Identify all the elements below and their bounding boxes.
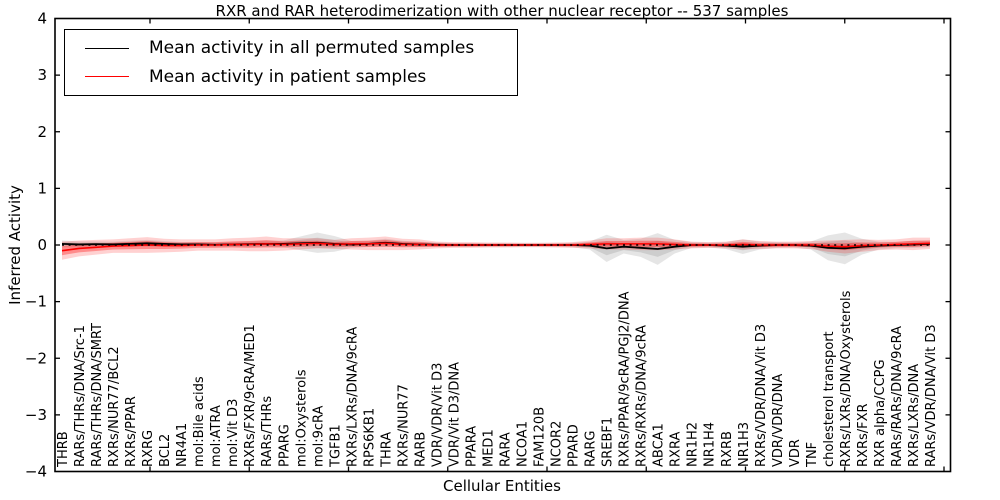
x-tick-label: NR1H3 [737, 422, 752, 467]
x-tick-label: RARs/THRs/DNA/SMRT [90, 323, 105, 467]
x-tick-label: NR1H2 [686, 422, 701, 467]
x-tick-label: cholesterol transport [822, 331, 837, 467]
x-tick-label: RXRs/NUR77 [396, 384, 411, 467]
x-tick-label: mol:Bile acids [192, 376, 207, 467]
x-tick-label: mol:ATRA [209, 405, 224, 467]
x-tick-label: RXR alpha/CCPG [873, 359, 888, 467]
y-tick-label: −1 [25, 293, 47, 311]
x-tick-label: THRA [379, 432, 394, 468]
x-tick-label: RXRs/LXRs/DNA/Oxysterols [839, 290, 854, 467]
x-tick-label: RXRs/NUR77/BCL2 [107, 346, 122, 467]
patient-mean-line [61, 242, 931, 252]
x-tick-label: RARG [584, 430, 599, 467]
y-tick-label: 1 [37, 179, 47, 197]
red-line-swatch-icon [85, 76, 129, 78]
x-tick-label: TGFB1 [328, 424, 343, 468]
mean-lines [61, 241, 931, 252]
y-tick-label: −2 [25, 349, 47, 367]
x-tick-label: RXRB [720, 431, 735, 467]
legend-label-permuted: Mean activity in all permuted samples [149, 38, 475, 59]
x-tick-label: RXRs/PPAR [124, 396, 139, 467]
legend-item-patient: Mean activity in patient samples [65, 67, 517, 87]
y-tick-label: 2 [37, 123, 47, 141]
x-tick-label: RPS6KB1 [362, 408, 377, 467]
std-bands [62, 232, 930, 265]
x-tick-label: RXRs/LXRs/DNA [907, 364, 922, 467]
y-tick-labels: 4 3 2 1 0 −1 −2 −3 −4 [25, 10, 47, 481]
x-tick-label: PPARD [567, 424, 582, 467]
x-tick-label: RARA [499, 432, 514, 467]
x-tick-label: BCL2 [158, 434, 173, 467]
x-tick-label: PPARA [464, 426, 479, 467]
x-tick-label: mol:Oxysterols [294, 369, 309, 467]
x-tick-label: RXRs/FXR/9cRA/MED1 [243, 324, 258, 467]
x-tick-label: RXRs/FXR [856, 403, 871, 467]
x-tick-labels: THRB RARs/THRs/DNA/Src-1 RARs/THRs/DNA/SMR… [56, 290, 939, 468]
x-tick-label: THRB [56, 431, 71, 468]
y-tick-label: −4 [25, 463, 47, 481]
x-tick-label: TNF [805, 442, 820, 468]
legend: Mean activity in all permuted samples Me… [64, 29, 518, 96]
x-tick-label: RXRG [141, 430, 156, 467]
x-tick-label: FAM120B [533, 407, 548, 467]
x-tick-label: VDR/Vit D3/DNA [447, 362, 462, 467]
x-tick-label: RXRs/PPAR/9cRA/PGJ2/DNA [618, 291, 633, 467]
x-tick-label: ABCA1 [652, 423, 667, 467]
x-tick-label: NCOR2 [550, 421, 565, 467]
x-tick-label: RARs/VDR/DNA/Vit D3 [924, 324, 939, 467]
x-tick-label: MED1 [481, 429, 496, 467]
x-tick-label: SREBF1 [601, 417, 616, 467]
x-tick-label: VDR/VDR/DNA [771, 374, 786, 467]
x-tick-label: RARs/THRs [260, 396, 275, 467]
x-tick-label: RXRA [669, 432, 684, 467]
y-tick-label: 0 [37, 236, 47, 254]
black-line-swatch-icon [85, 47, 129, 49]
x-axis-label: Cellular Entities [443, 477, 561, 495]
y-tick-label: 3 [37, 66, 47, 84]
x-tick-label: RARs/THRs/DNA/Src-1 [73, 325, 88, 467]
y-axis-label: Inferred Activity [6, 185, 24, 305]
x-tick-label: VDR [788, 439, 803, 467]
y-tick-label: 4 [37, 10, 47, 28]
x-tick-label: RXRs/LXRs/DNA/9cRA [345, 327, 360, 467]
x-tick-label: RXRs/RXRs/DNA/9cRA [635, 325, 650, 467]
x-tick-label: NCOA1 [516, 421, 531, 467]
patient-std-band-outer [62, 236, 930, 260]
x-tick-label: mol:Vit D3 [226, 399, 241, 467]
x-tick-label: RXRs/VDR/DNA/Vit D3 [754, 324, 769, 467]
legend-item-permuted: Mean activity in all permuted samples [65, 38, 517, 58]
x-tick-label: VDR/VDR/Vit D3 [430, 363, 445, 467]
x-tick-label: RARs/RARs/DNA/9cRA [890, 326, 905, 467]
chart-title: RXR and RAR heterodimerization with othe… [216, 2, 789, 20]
x-tick-label: PPARG [277, 424, 292, 467]
x-tick-label: NR4A1 [175, 423, 190, 467]
permuted-std-band-outer [62, 232, 930, 265]
legend-label-patient: Mean activity in patient samples [149, 66, 427, 87]
x-tick-label: RARB [413, 432, 428, 467]
axis-ticks [55, 18, 951, 472]
permuted-std-band-inner [62, 237, 930, 257]
y-tick-label: −3 [25, 406, 47, 424]
x-tick-label: mol:9cRA [311, 405, 326, 467]
x-tick-label: NR1H4 [703, 422, 718, 467]
